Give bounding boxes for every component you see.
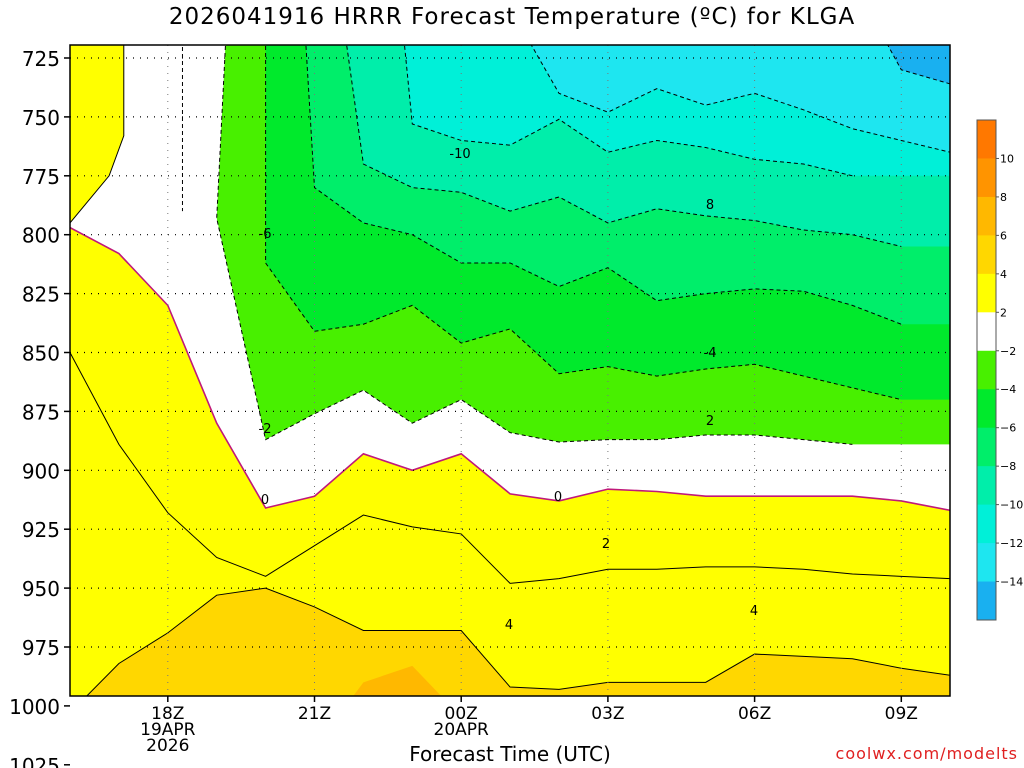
- contour-label: 2: [706, 414, 714, 429]
- colorbar-label: 2: [1000, 306, 1007, 319]
- contour-line--2: [216, 45, 853, 445]
- x-tick-label: 06Z: [738, 704, 771, 724]
- y-tick-label: 950: [22, 577, 60, 601]
- ground-below-surface: [65, 701, 955, 741]
- band-fill-above--14: [887, 45, 950, 84]
- colorbar-swatch: [977, 120, 996, 159]
- contour-line--8: [346, 45, 902, 247]
- y-tick-label: 725: [22, 47, 60, 71]
- contour-label: 4: [505, 618, 513, 633]
- colorbar-swatch: [977, 543, 996, 583]
- band-fill-6-to-8-midday: [353, 665, 442, 696]
- contour-label: -6: [259, 227, 272, 242]
- x-tick-label: 09Z: [885, 704, 918, 724]
- contour-label: -2: [259, 422, 272, 437]
- colorbar-swatch: [977, 504, 996, 544]
- contour-line--6: [305, 45, 902, 325]
- colorbar-label: 8: [1000, 191, 1007, 204]
- colorbar-swatch: [977, 312, 996, 352]
- contour-line--10: [403, 45, 853, 177]
- y-tick-label: 975: [22, 636, 60, 660]
- y-tick-label: 800: [22, 224, 60, 248]
- colorbar-label: −12: [1000, 537, 1023, 550]
- colorbar-label: −2: [1000, 345, 1016, 358]
- contour-line--4: [265, 45, 902, 401]
- colorbar-label: −4: [1000, 383, 1016, 396]
- x-tick-label: 00Z: [445, 704, 478, 724]
- contour-line--14: [887, 45, 950, 85]
- colorbar-swatch: [977, 158, 996, 198]
- contour-label: -4: [704, 346, 717, 361]
- x-tick-label: 20APR: [434, 720, 490, 740]
- y-tick-label: 775: [22, 165, 60, 189]
- band-fill-warm-aloft: [70, 45, 124, 223]
- contour-line-2-aloft: [70, 45, 125, 224]
- colorbar-label: 10: [1000, 152, 1014, 165]
- band-fill-white-aloft: [123, 45, 183, 212]
- x-tick-label: 19APR: [140, 720, 196, 740]
- contour-line--12: [530, 45, 950, 153]
- plot-area: -10 8 -6 -4 -2 2 0 0 2 4 4: [65, 45, 955, 741]
- contour-label: -10: [449, 147, 470, 162]
- colorbar-label: −6: [1000, 422, 1016, 435]
- x-tick-label: 03Z: [591, 704, 624, 724]
- contour-label: 8: [706, 198, 714, 213]
- colorbar-swatch: [977, 350, 996, 390]
- x-tick-label: 18Z: [151, 704, 184, 724]
- colorbar-swatch: [977, 389, 996, 429]
- x-axis-label: Forecast Time (UTC): [409, 742, 611, 766]
- y-tick-label: 750: [22, 106, 60, 130]
- plot-frame: [69, 44, 951, 697]
- colorbar-swatch: [977, 235, 996, 275]
- source-credit: coolwx.com/modelts: [835, 744, 1018, 763]
- band-fill-above--12: [531, 45, 950, 153]
- chart-title: 2026041916 HRRR Forecast Temperature (ºC…: [168, 4, 856, 30]
- contour-line-2: [70, 352, 950, 584]
- contour-line-0: [70, 226, 950, 512]
- contour-label: 0: [261, 493, 269, 508]
- colorbar-label: −14: [1000, 576, 1023, 589]
- x-tick-label: 2026: [146, 736, 189, 756]
- y-tick-label: 900: [22, 459, 60, 483]
- colorbar-swatch: [977, 196, 996, 236]
- y-tick-label: 1000: [9, 695, 60, 719]
- y-tick-label: 825: [22, 283, 60, 307]
- colorbar-swatch: [977, 466, 996, 506]
- colorbar-label: −10: [1000, 499, 1023, 512]
- colorbar-swatch: [977, 581, 996, 621]
- colorbar-swatch: [977, 273, 996, 313]
- x-tick-label: 21Z: [298, 704, 331, 724]
- contour-label: 2: [602, 537, 610, 552]
- contour-label: 4: [750, 604, 758, 619]
- y-tick-label: 1025: [9, 754, 60, 768]
- colorbar-label: 6: [1000, 229, 1007, 242]
- colorbar-label: 4: [1000, 268, 1007, 281]
- colorbar-label: −8: [1000, 460, 1016, 473]
- contour-label: 0: [554, 490, 562, 505]
- colorbar-swatch: [977, 427, 996, 467]
- y-tick-label: 850: [22, 342, 60, 366]
- y-tick-label: 925: [22, 518, 60, 542]
- colorbar-frame: [976, 119, 997, 621]
- contour-line-4: [86, 587, 950, 696]
- y-tick-label: 875: [22, 400, 60, 424]
- band-fill-8-to-10: [70, 713, 119, 729]
